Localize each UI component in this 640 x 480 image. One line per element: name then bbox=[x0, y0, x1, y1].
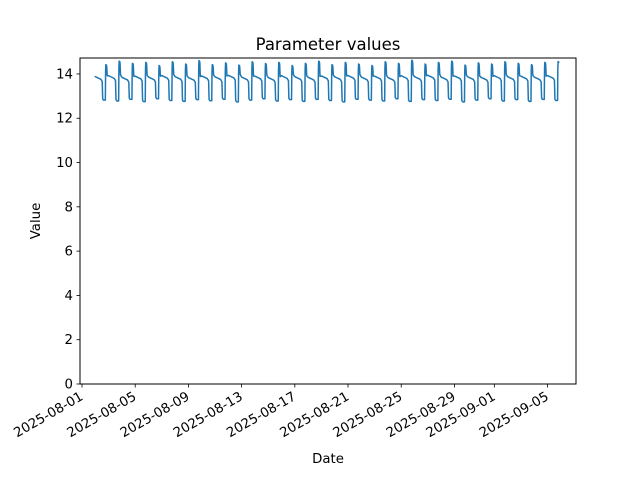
y-tick-label: 12 bbox=[56, 112, 73, 127]
chart-title: Parameter values bbox=[256, 35, 401, 54]
data-series-line bbox=[94, 59, 560, 103]
y-tick-label: 0 bbox=[65, 378, 73, 393]
y-tick-label: 8 bbox=[65, 200, 73, 215]
x-axis-label: Date bbox=[312, 452, 344, 467]
y-tick-label: 4 bbox=[65, 289, 73, 304]
y-axis-ticks: 0 2 4 6 8 10 12 14 bbox=[56, 67, 80, 393]
y-tick-label: 10 bbox=[56, 156, 73, 171]
axes-box bbox=[79, 57, 577, 385]
y-axis-label: Value bbox=[29, 203, 44, 240]
y-tick-label: 6 bbox=[65, 245, 73, 260]
parameter-line bbox=[94, 59, 560, 103]
y-tick-label: 2 bbox=[65, 333, 73, 348]
y-tick-label: 14 bbox=[56, 67, 73, 82]
